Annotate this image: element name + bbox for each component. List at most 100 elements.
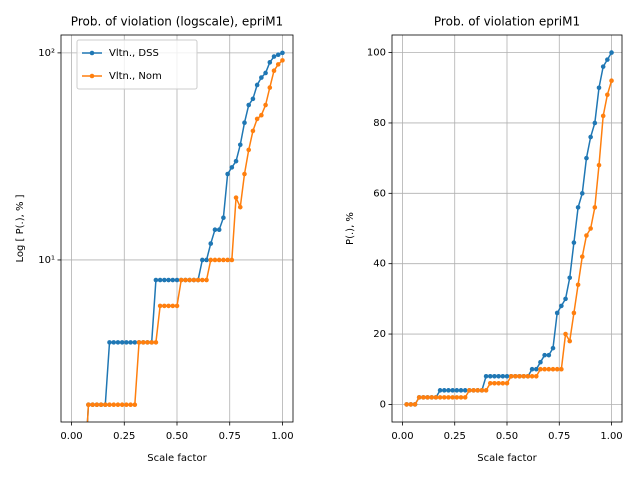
point [174,303,180,309]
point [425,395,430,400]
point [98,402,104,407]
point [204,257,209,263]
point [208,241,214,246]
x-tick-label: 0.00 [391,431,413,442]
point [546,366,552,372]
point [492,381,497,386]
point [216,257,222,263]
point [550,345,556,351]
plot-area [404,50,614,407]
point [153,340,159,345]
x-tick-label: 1.00 [600,431,622,442]
point [596,162,602,168]
point [250,96,256,102]
point [115,402,121,407]
point [525,373,531,379]
y-tick-label: 60 [373,188,386,199]
point [416,395,422,400]
point [600,113,606,119]
x-axis-label: Scale factor [477,453,537,464]
point [467,388,472,393]
point [111,402,117,407]
point [592,120,598,126]
point [216,227,222,232]
point [609,50,614,55]
point [246,102,252,108]
point [174,277,180,283]
point [458,395,464,400]
point [450,388,455,393]
point [254,116,260,122]
y-tick-label: 0 [380,399,386,410]
point [166,277,171,283]
point [441,388,447,393]
point [554,366,560,372]
y-tick-label: 100 [367,48,386,59]
point [162,277,167,283]
point [487,373,493,379]
point [183,277,188,283]
x-tick-label: 0.00 [60,431,82,442]
y-tick-label: 10¹ [38,255,55,266]
point [246,147,252,153]
point [446,395,451,400]
legend-box [76,39,198,90]
point [454,388,460,393]
point [496,373,501,379]
point [542,352,547,358]
point [421,395,426,400]
point [229,257,235,263]
x-tick-label: 0.75 [219,431,241,442]
series-line [406,52,613,406]
legend-marker [89,73,95,79]
point [513,373,518,379]
point [128,402,133,407]
point [579,254,585,259]
point [592,205,598,210]
point [263,102,268,108]
point [267,60,273,65]
point [433,395,439,400]
x-tick-label: 0.75 [548,431,570,442]
point [254,82,260,88]
point [533,373,539,379]
point [450,395,455,400]
point [533,366,539,372]
point [584,233,589,238]
chart-title: Prob. of violation epriM1 [434,15,580,29]
point [170,303,176,309]
point [128,340,133,345]
point [559,366,564,372]
point [462,388,468,393]
x-tick-label: 0.50 [496,431,518,442]
point [500,373,506,379]
point [529,366,535,372]
point [441,395,447,400]
point [237,204,243,210]
point [504,381,510,386]
point [90,402,95,407]
point [187,277,192,283]
point [508,373,514,379]
point [600,64,606,69]
y-tick-label: 80 [373,118,386,129]
point [605,57,610,62]
point [166,303,171,309]
point [178,277,184,283]
point [479,388,485,393]
point [153,277,159,283]
point [605,92,610,98]
point [504,373,510,379]
point [225,171,230,177]
point [132,340,138,345]
point [263,70,268,76]
point [538,366,543,372]
point [429,395,435,400]
point [107,340,112,345]
point [517,373,522,379]
point [446,388,451,393]
point [221,215,226,220]
x-tick-label: 0.25 [113,431,135,442]
point [437,388,443,393]
point [280,58,285,63]
